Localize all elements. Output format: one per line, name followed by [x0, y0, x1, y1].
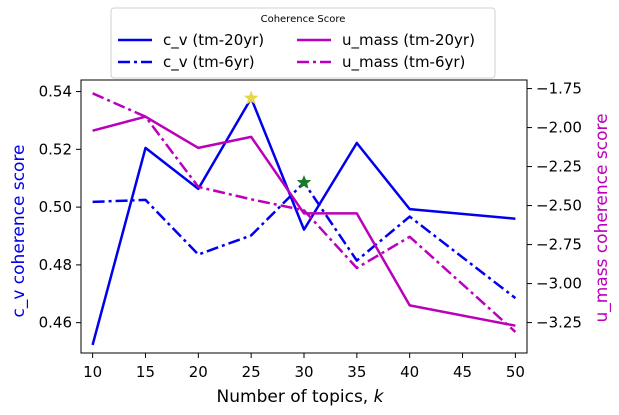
x-tick-label: 10 — [83, 363, 102, 381]
right-y-tick-label: −3.25 — [536, 314, 582, 332]
right-y-axis-label: u_mass coherence score — [592, 113, 612, 322]
legend-entry-1: c_v (tm-20yr) — [163, 31, 264, 50]
right-y-tick-label: −2.75 — [536, 236, 582, 254]
right-y-tick-label: −2.50 — [536, 197, 582, 215]
legend-entry-3: u_mass (tm-20yr) — [342, 31, 475, 50]
x-tick-label: 40 — [400, 363, 419, 381]
legend-box — [110, 7, 496, 79]
legend-entry-2: c_v (tm-6yr) — [163, 53, 255, 72]
left-y-tick-label: 0.54 — [39, 83, 72, 101]
x-tick-label: 30 — [294, 363, 313, 381]
series-line-c-v-tm-20yr — [91, 96, 516, 346]
x-axis-label: Number of topics, k — [217, 387, 385, 407]
legend-title: Coherence Score — [261, 14, 346, 25]
right-y-tick-label: −2.00 — [536, 119, 582, 137]
x-tick-label: 15 — [136, 363, 155, 381]
right-y-tick-label: −1.75 — [536, 80, 582, 98]
x-tick-label: 45 — [453, 363, 472, 381]
axes: 10 15 20 25 30 35 40 45 50 0.46 0.48 0.50 0.52 0.54 −1… — [39, 79, 582, 381]
series-line-u-mass-tm-20yr — [92, 115, 516, 327]
series-line-u-mass-tm-6yr — [92, 92, 517, 333]
left-y-tick-label: 0.52 — [39, 140, 72, 158]
series-line-c-v-tm-6yr — [92, 181, 517, 300]
x-tick-label: 25 — [242, 363, 261, 381]
right-y-tick-label: −3.00 — [536, 275, 582, 293]
x-tick-label: 35 — [347, 363, 366, 381]
star-marker-2 — [296, 174, 312, 189]
plot-area — [91, 90, 517, 346]
left-y-tick-label: 0.46 — [39, 314, 72, 332]
x-tick-label: 50 — [506, 363, 525, 381]
right-y-tick-label: −2.25 — [536, 158, 582, 176]
left-y-axis-label: c_v coherence score — [9, 144, 29, 317]
legend-entry-4: u_mass (tm-6yr) — [342, 53, 465, 72]
x-tick-label: 20 — [189, 363, 208, 381]
left-y-tick-label: 0.48 — [39, 256, 72, 274]
star-marker-1 — [243, 90, 259, 105]
left-y-tick-label: 0.50 — [39, 198, 72, 216]
legend: Coherence Score c_v (tm-20yr) c_v (tm-6yr… — [110, 7, 496, 79]
